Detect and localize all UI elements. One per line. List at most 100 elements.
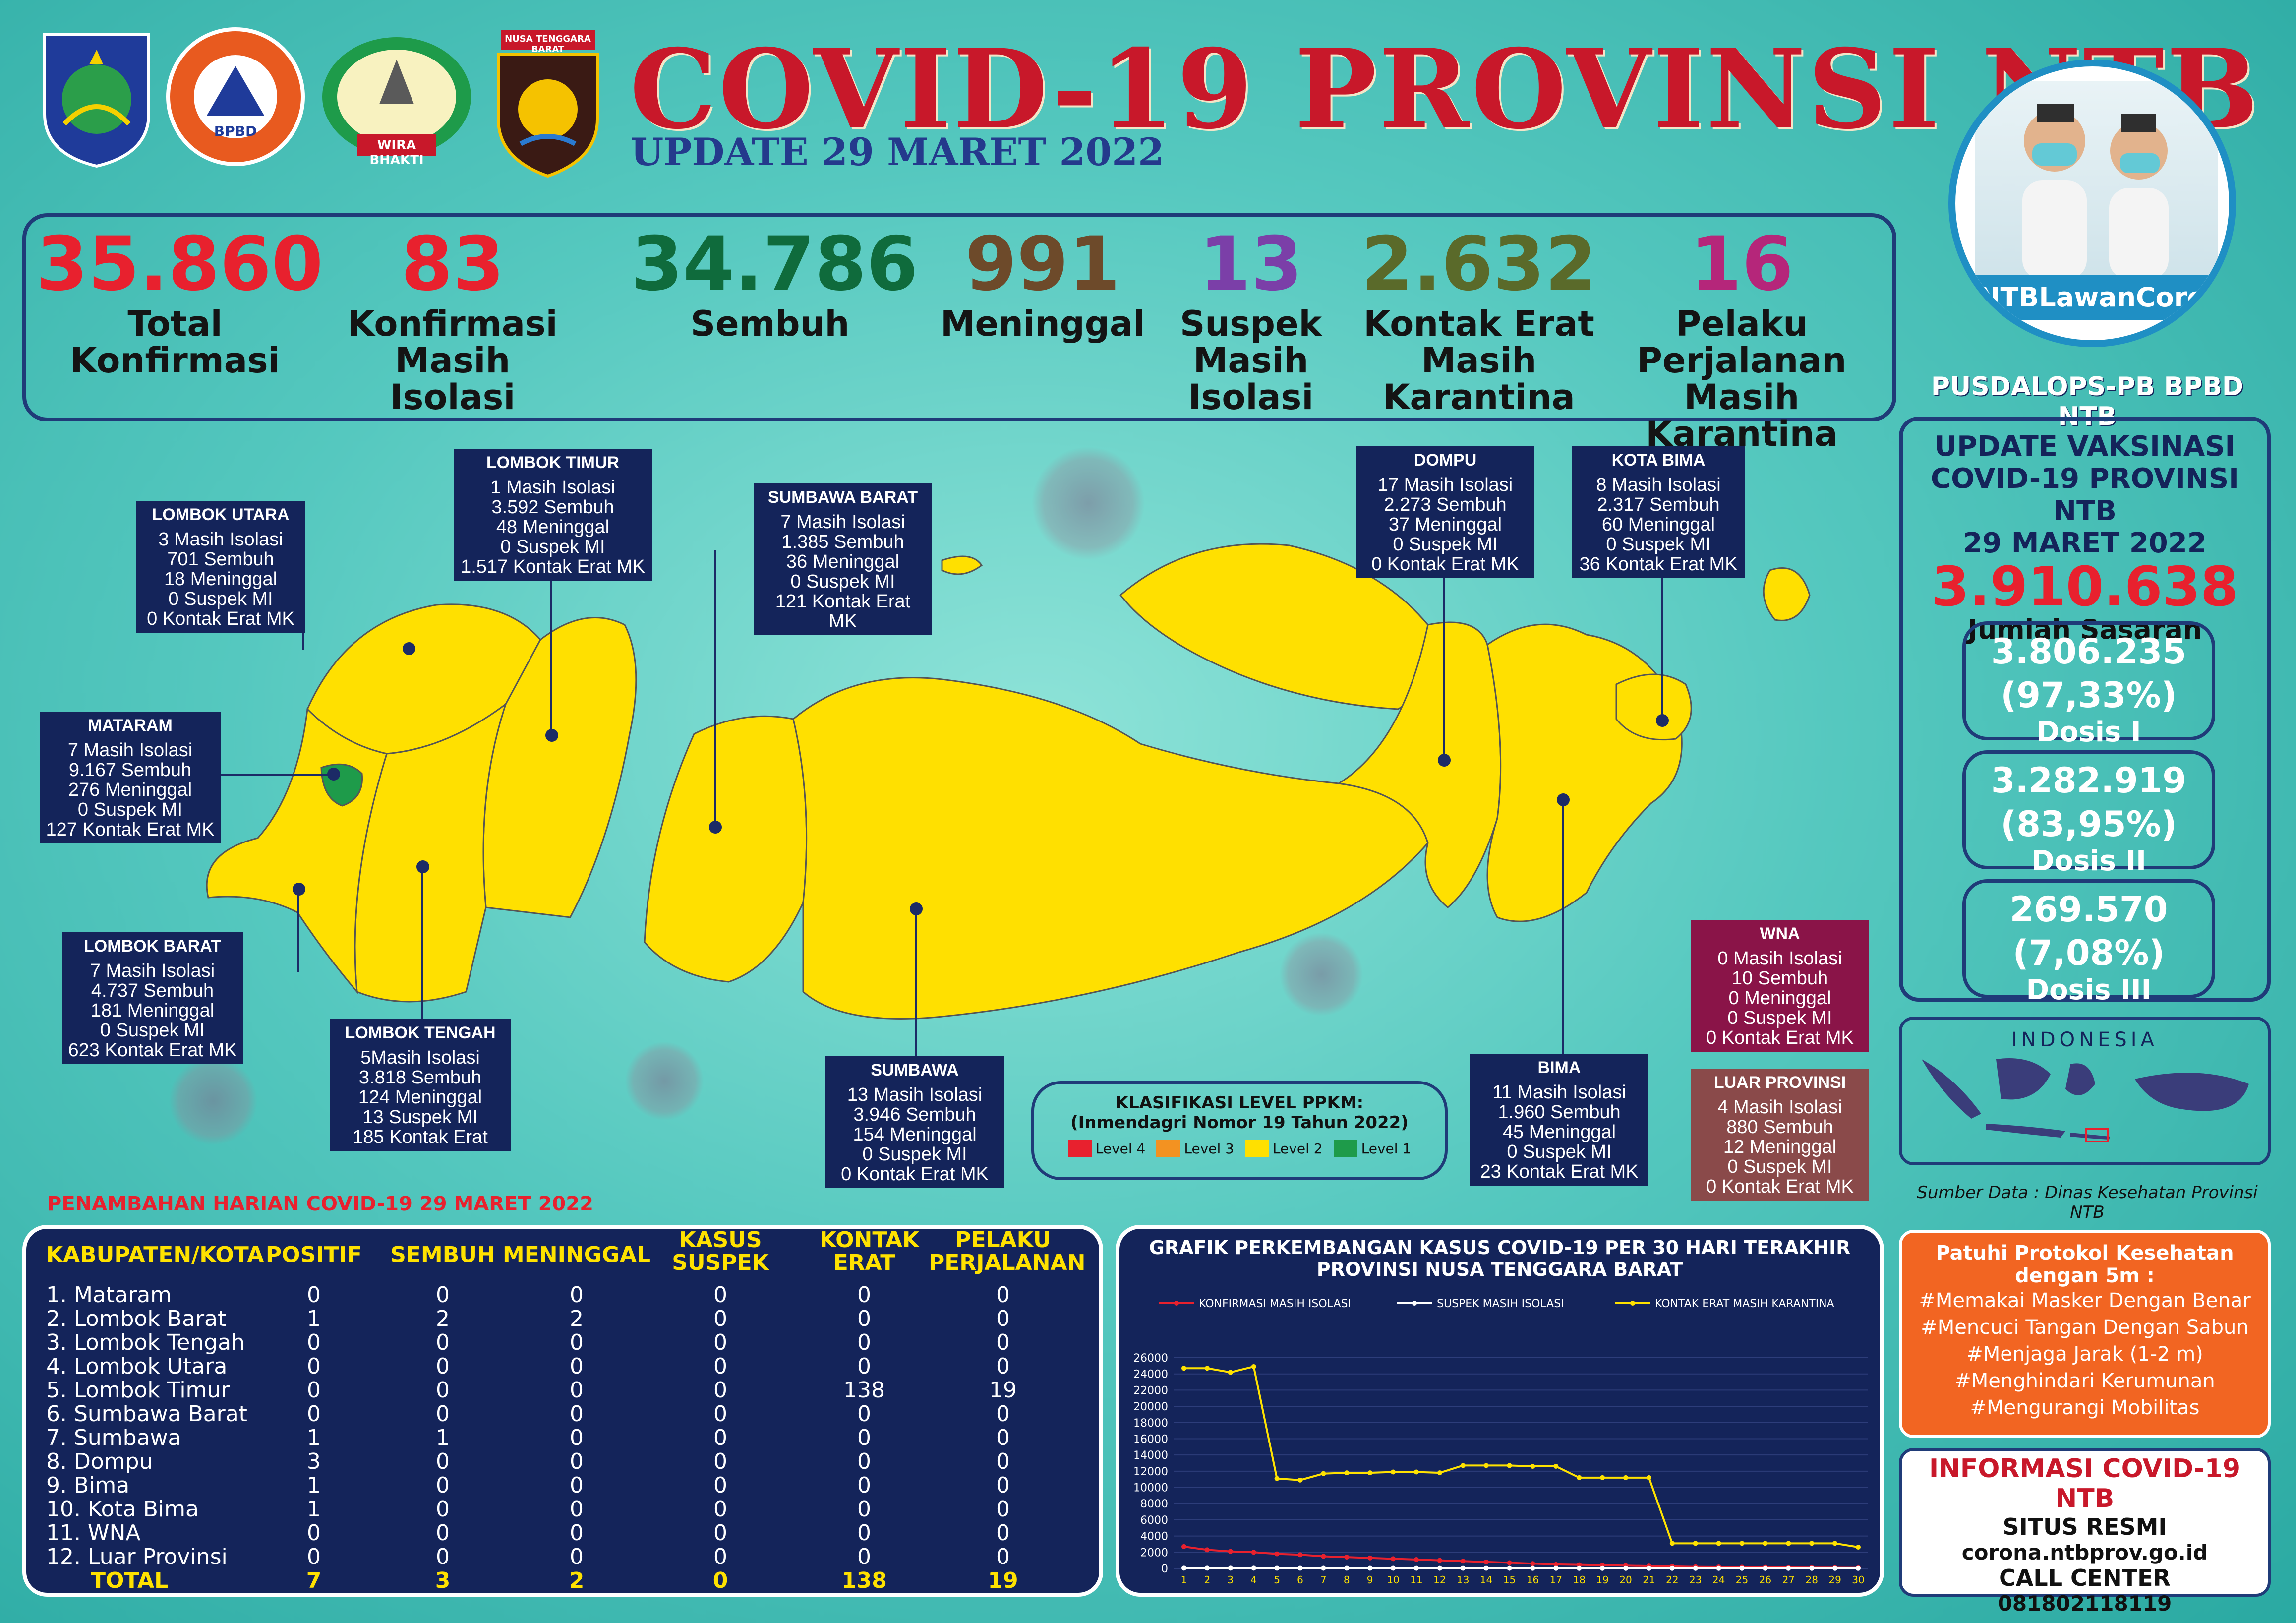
- region-line: 0 Suspek MI: [77, 799, 183, 820]
- ppkm-level-label: Level 1: [1361, 1140, 1412, 1157]
- table-cell-value: 0: [857, 1401, 871, 1427]
- table-cell-name: 8. Dompu: [46, 1449, 153, 1474]
- region-line: 17 Masih Isolasi: [1377, 475, 1513, 495]
- map-sumbawa-barat: [644, 715, 808, 983]
- table-cell-value: 19: [989, 1378, 1017, 1403]
- protokol-title: Patuhi Protokol Kesehatan dengan 5m :: [1936, 1242, 2234, 1287]
- table-cell-value: 0: [570, 1425, 584, 1450]
- table-cell-value: 0: [713, 1330, 727, 1355]
- data-point: [1321, 1554, 1326, 1559]
- ppkm-level-list: Level 4 Level 3 Level 2 Level 1: [1034, 1140, 1445, 1157]
- table-cell-name: TOTAL: [91, 1568, 169, 1593]
- table-cell-value: 0: [713, 1473, 727, 1498]
- region-line: 8 Masih Isolasi: [1596, 475, 1721, 495]
- stat-value: 83: [401, 221, 505, 307]
- stat-kontak-erat-masih-karantina: 2.632 Kontak Erat Masih Karantina: [1355, 227, 1603, 416]
- region-line: 0 Masih Isolasi: [1717, 948, 1842, 969]
- region-box-mataram: MATARAM 7 Masih Isolasi 9.167 Sembuh 276…: [40, 712, 221, 843]
- region-name: LUAR PROVINSI: [1713, 1073, 1846, 1092]
- region-name: DOMPU: [1413, 451, 1477, 470]
- table-cell-name: 3. Lombok Tengah: [46, 1330, 245, 1355]
- table-cell-value: 0: [996, 1282, 1010, 1308]
- region-line: 60 Meninggal: [1601, 514, 1715, 535]
- table-cell-value: 0: [436, 1449, 450, 1474]
- stat-suspek-masih-isolasi: 13 Suspek Masih Isolasi: [1162, 227, 1340, 416]
- data-point: [1530, 1561, 1535, 1566]
- table-cell-value: 0: [570, 1378, 584, 1403]
- region-line: 0 Kontak Erat MK: [1706, 1027, 1854, 1048]
- dosis-count: 269.570: [2009, 889, 2168, 930]
- region-line: 12 Meninggal: [1723, 1137, 1837, 1157]
- region-line: 0 Suspek MI: [1393, 534, 1498, 555]
- table-cell-value: 0: [713, 1497, 727, 1522]
- stat-label: Masih Karantina: [1646, 377, 1838, 454]
- x-tick-label: 2: [1204, 1574, 1211, 1586]
- data-point: [1367, 1565, 1373, 1571]
- table-row: 1. Mataram 0 0 0 0 0 0: [26, 1282, 1099, 1308]
- data-point: [1577, 1562, 1582, 1567]
- map-pointer-line: [915, 907, 917, 1056]
- table-cell-value: 7: [306, 1568, 322, 1593]
- stat-label: Masih: [1421, 340, 1537, 381]
- table-cell-value: 0: [436, 1378, 450, 1403]
- data-point: [1181, 1565, 1186, 1571]
- data-point: [1716, 1565, 1721, 1571]
- x-tick-label: 25: [1736, 1574, 1748, 1586]
- y-tick-label: 24000: [1133, 1369, 1168, 1381]
- region-line: 0 Suspek MI: [168, 589, 273, 609]
- table-cell-value: 0: [307, 1282, 321, 1308]
- region-name: MATARAM: [88, 716, 173, 735]
- stat-value: 16: [1690, 221, 1794, 307]
- table-cell-name: 7. Sumbawa: [46, 1425, 181, 1450]
- table-cell-value: 0: [436, 1544, 450, 1569]
- region-line: 2.273 Sembuh: [1384, 494, 1507, 515]
- table-cell-value: 0: [857, 1354, 871, 1379]
- x-tick-label: 5: [1274, 1574, 1280, 1586]
- region-box-lombok-tengah: LOMBOK TENGAH 5Masih Isolasi 3.818 Sembu…: [330, 1019, 511, 1151]
- y-tick-label: 26000: [1133, 1352, 1168, 1365]
- map-pointer-line: [421, 863, 423, 1022]
- map-dot-lombok-timur: [545, 729, 558, 742]
- table-cell-value: 0: [996, 1401, 1010, 1427]
- table-header-sembuh: SEMBUH: [390, 1242, 495, 1267]
- table-cell-value: 2: [569, 1568, 585, 1593]
- region-box-bima: BIMA 11 Masih Isolasi 1.960 Sembuh 45 Me…: [1470, 1054, 1648, 1186]
- x-tick-label: 28: [1805, 1574, 1818, 1586]
- ppkm-swatch: [1245, 1140, 1269, 1157]
- data-point: [1204, 1547, 1210, 1553]
- data-point: [1321, 1471, 1326, 1476]
- stat-label: Konfirmasi: [70, 340, 280, 381]
- stat-value: 2.632: [1361, 221, 1597, 307]
- x-tick-label: 16: [1527, 1574, 1539, 1586]
- data-point: [1856, 1544, 1861, 1550]
- data-point: [1251, 1565, 1256, 1571]
- stat-label: Meninggal: [940, 303, 1145, 344]
- map-pointer-line: [297, 888, 299, 972]
- table-cell-value: 2: [436, 1306, 450, 1331]
- protokol-item: #Memakai Masker Dengan Benar: [1919, 1289, 2251, 1312]
- region-name: LOMBOK TENGAH: [345, 1023, 496, 1042]
- x-tick-label: 12: [1433, 1574, 1446, 1586]
- region-line: 623 Kontak Erat MK: [68, 1040, 237, 1061]
- data-point: [1344, 1565, 1350, 1571]
- chart-subtitle: PROVINSI NUSA TENGGARA BARAT: [1316, 1259, 1683, 1280]
- map-pointer-line: [550, 580, 552, 729]
- x-tick-label: 4: [1250, 1574, 1257, 1586]
- table-row: 9. Bima 1 0 0 0 0 0: [26, 1473, 1099, 1498]
- table-cell-value: 0: [713, 1282, 727, 1308]
- vaksinasi-title-3: 29 MARET 2022: [1963, 527, 2207, 559]
- stat-label: Isolasi: [390, 377, 516, 418]
- protokol-panel: Patuhi Protokol Kesehatan dengan 5m : #M…: [1899, 1230, 2271, 1438]
- table-cell-value: 0: [307, 1544, 321, 1569]
- call-center-number[interactable]: 081802118119: [1998, 1591, 2172, 1616]
- region-line: 4.737 Sembuh: [91, 980, 214, 1001]
- ntb-police-logo: NUSA TENGGARA BARAT: [491, 30, 605, 179]
- data-point: [1413, 1557, 1419, 1563]
- region-line: 7 Masih Isolasi: [780, 512, 905, 533]
- page-subtitle: UPDATE 29 MARET 2022: [631, 130, 1165, 174]
- table-cell-value: 0: [996, 1520, 1010, 1546]
- situs-link[interactable]: corona.ntbprov.go.id: [1961, 1540, 2208, 1564]
- stat-label: Isolasi: [1188, 377, 1314, 418]
- x-tick-label: 26: [1759, 1574, 1771, 1586]
- table-cell-value: 1: [307, 1473, 321, 1498]
